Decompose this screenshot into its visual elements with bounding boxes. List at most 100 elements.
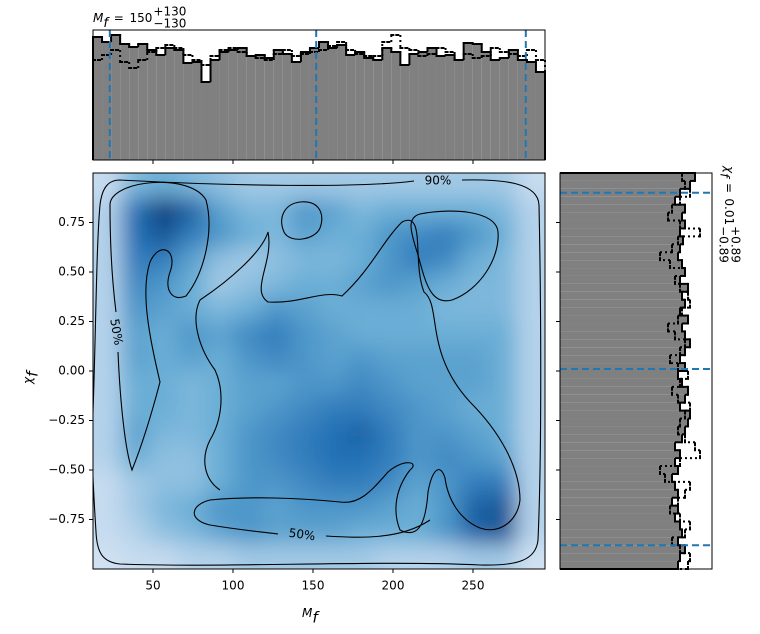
density-cell bbox=[121, 296, 151, 323]
density-cell bbox=[93, 519, 122, 545]
density-cell bbox=[177, 197, 207, 224]
histogram-bar bbox=[282, 54, 292, 160]
density-cell bbox=[432, 445, 461, 471]
x-tick-label: 50 bbox=[145, 579, 160, 593]
histogram-bar bbox=[499, 58, 509, 160]
density-cell bbox=[234, 197, 264, 224]
density-cell bbox=[262, 371, 292, 397]
density-cell bbox=[234, 470, 264, 496]
density-map bbox=[93, 173, 545, 569]
density-cell bbox=[488, 173, 518, 199]
density-cell bbox=[121, 494, 151, 521]
histogram-bar bbox=[228, 50, 238, 160]
histogram-bar bbox=[373, 60, 383, 160]
density-cell bbox=[177, 296, 207, 323]
density-cell bbox=[432, 247, 461, 273]
density-cell bbox=[234, 494, 264, 521]
histogram-bar bbox=[560, 497, 672, 506]
math-label: χf = 0.01 bbox=[718, 165, 737, 225]
density-cell bbox=[432, 173, 461, 199]
density-cell bbox=[488, 445, 518, 471]
histogram-bar bbox=[560, 180, 690, 189]
density-cell bbox=[93, 395, 122, 422]
density-cell bbox=[177, 395, 207, 422]
right-title: χf = 0.01+0.89−0.89 bbox=[717, 165, 743, 263]
histogram-bar bbox=[526, 62, 536, 160]
density-cell bbox=[206, 470, 235, 496]
density-cell bbox=[347, 272, 377, 298]
histogram-bar bbox=[93, 37, 103, 160]
density-cell bbox=[262, 494, 292, 521]
density-cell bbox=[149, 519, 179, 545]
density-cell bbox=[290, 470, 320, 496]
density-cell bbox=[234, 346, 264, 372]
density-cell bbox=[319, 296, 348, 323]
x-tick-label: 100 bbox=[222, 579, 245, 593]
histogram-bar bbox=[409, 54, 419, 160]
histogram-bar bbox=[560, 418, 688, 427]
density-cell bbox=[177, 272, 207, 298]
histogram-bar bbox=[264, 58, 274, 160]
x-tick-label: 200 bbox=[382, 579, 405, 593]
density-cell bbox=[149, 371, 179, 397]
density-cell bbox=[177, 445, 207, 471]
density-cell bbox=[290, 371, 320, 397]
density-cell bbox=[432, 544, 461, 569]
density-cell bbox=[234, 222, 264, 248]
density-cell bbox=[319, 222, 348, 248]
density-cell bbox=[375, 420, 405, 446]
density-cell bbox=[460, 371, 490, 397]
density-cell bbox=[460, 346, 490, 372]
top-axes-frame bbox=[92, 29, 546, 161]
histogram-bar bbox=[560, 378, 682, 387]
density-cell bbox=[206, 222, 235, 248]
density-cell bbox=[290, 296, 320, 323]
density-cell bbox=[460, 420, 490, 446]
histogram-bar bbox=[560, 307, 680, 316]
histogram-bar bbox=[560, 442, 675, 451]
density-cell bbox=[93, 445, 122, 471]
density-cell bbox=[403, 173, 433, 199]
density-cell bbox=[347, 296, 377, 323]
contour-50 bbox=[410, 210, 499, 302]
density-cell bbox=[206, 519, 235, 545]
histogram-bar bbox=[319, 42, 329, 160]
density-cell bbox=[403, 420, 433, 446]
density-cell bbox=[432, 470, 461, 496]
density-cell bbox=[460, 519, 490, 545]
density-cell bbox=[375, 371, 405, 397]
histogram-bar bbox=[418, 52, 428, 160]
density-cell bbox=[432, 494, 461, 521]
density-cell bbox=[149, 346, 179, 372]
density-cell bbox=[93, 420, 122, 446]
density-cell bbox=[432, 272, 461, 298]
histogram-bar bbox=[291, 62, 301, 160]
density-cell bbox=[121, 197, 151, 224]
histogram-bar bbox=[560, 561, 678, 569]
density-cell bbox=[319, 445, 348, 471]
x-tick-label: 250 bbox=[462, 579, 485, 593]
histogram-bar bbox=[560, 545, 685, 554]
density-cell bbox=[206, 197, 235, 224]
density-cell bbox=[262, 272, 292, 298]
histogram-bar bbox=[328, 48, 338, 160]
density-cell bbox=[375, 247, 405, 273]
lower-error: −130 bbox=[153, 17, 186, 31]
density-cell bbox=[516, 519, 545, 545]
density-cell bbox=[121, 519, 151, 545]
density-cell bbox=[262, 519, 292, 545]
density-cell bbox=[488, 420, 518, 446]
density-cell bbox=[177, 519, 207, 545]
histogram-bar bbox=[517, 60, 527, 160]
histogram-bar bbox=[560, 386, 688, 395]
density-cell bbox=[234, 272, 264, 298]
histogram-bar bbox=[560, 521, 680, 530]
density-cell bbox=[206, 247, 235, 273]
histogram-bar bbox=[400, 65, 410, 160]
density-cell bbox=[319, 197, 348, 224]
density-cell bbox=[93, 272, 122, 298]
histogram-bar bbox=[560, 315, 688, 324]
histogram-bar bbox=[560, 212, 682, 221]
density-cell bbox=[206, 346, 235, 372]
histogram-bar bbox=[560, 529, 682, 538]
